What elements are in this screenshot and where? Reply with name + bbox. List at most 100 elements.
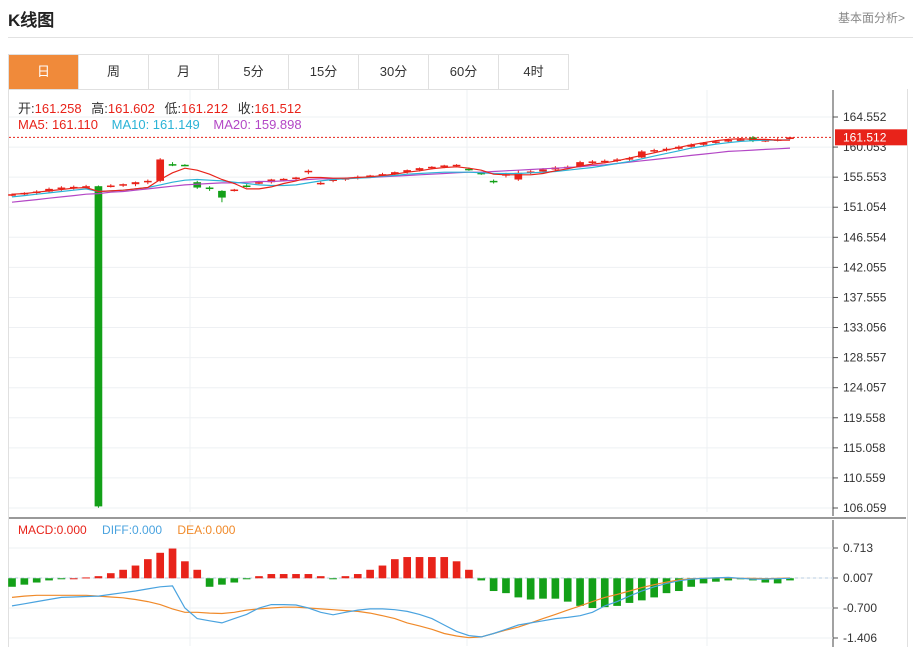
- tab-week[interactable]: 周: [79, 55, 149, 89]
- tab-30min[interactable]: 30分: [359, 55, 429, 89]
- macd-bar: [168, 548, 177, 579]
- macd-bar: [316, 576, 325, 579]
- header-divider: [8, 37, 913, 38]
- candle-body: [255, 182, 263, 184]
- macd-bar: [292, 574, 300, 579]
- macd-bar: [465, 569, 473, 579]
- candle-body: [600, 160, 609, 163]
- price-axis-label: 124.057: [843, 381, 887, 395]
- price-axis-label: 133.056: [843, 321, 887, 335]
- macd-bar: [563, 578, 572, 602]
- macd-bar: [600, 578, 609, 608]
- candle-body: [415, 168, 424, 171]
- macd-bar: [526, 578, 535, 600]
- macd-bar: [588, 578, 597, 609]
- period-tabs: 日 周 月 5分 15分 30分 60分 4时: [8, 54, 569, 90]
- candle-body: [242, 185, 251, 188]
- tab-4hour[interactable]: 4时: [499, 55, 569, 89]
- macd-bar: [242, 578, 251, 580]
- candle-body: [119, 184, 127, 186]
- macd-bar: [699, 578, 708, 584]
- macd-bar: [341, 576, 350, 579]
- macd-axis-label: -0.700: [843, 601, 877, 615]
- macd-bar: [415, 557, 424, 579]
- price-axis-label: 155.553: [843, 170, 887, 184]
- macd-bar: [144, 559, 152, 579]
- ma-legend: MA5: 161.110 MA10: 161.149 MA20: 159.898: [18, 117, 312, 132]
- macd-bar: [267, 574, 276, 579]
- macd-bar: [69, 578, 78, 580]
- macd-bar: [650, 578, 658, 598]
- candle-body: [230, 189, 239, 192]
- macd-bar: [687, 578, 696, 587]
- macd-bar: [489, 578, 498, 592]
- macd-bar: [45, 578, 53, 581]
- price-axis-label: 110.559: [843, 471, 886, 485]
- macd-bar: [403, 557, 412, 579]
- candle-body: [452, 164, 461, 167]
- macd-axis-label: -1.406: [843, 631, 877, 645]
- ma5-legend: MA5: 161.110: [18, 117, 98, 132]
- macd-bar: [156, 552, 165, 579]
- candle-body: [761, 140, 770, 142]
- candle-body: [267, 179, 276, 183]
- tab-15min[interactable]: 15分: [289, 55, 359, 89]
- candle-body: [465, 168, 473, 171]
- candle-body: [712, 141, 720, 143]
- tab-day[interactable]: 日: [9, 55, 79, 89]
- macd-bar: [255, 576, 263, 579]
- macd-bar: [675, 578, 683, 592]
- ma20-line: [11, 147, 791, 203]
- candle-body: [168, 164, 177, 166]
- candle-body: [57, 187, 66, 190]
- open-value: 161.258: [34, 101, 82, 116]
- candle-body: [514, 172, 523, 180]
- tab-5min[interactable]: 5分: [219, 55, 289, 89]
- candle-body: [428, 166, 436, 169]
- candle-body: [403, 170, 412, 173]
- price-axis-label: 142.055: [843, 260, 887, 274]
- close-value: 161.512: [254, 101, 302, 116]
- candle-body: [724, 140, 733, 142]
- macd-bar: [539, 578, 547, 599]
- macd-bar: [662, 578, 671, 594]
- macd-bar: [440, 557, 449, 579]
- macd-bar: [8, 578, 16, 587]
- candle-body: [8, 194, 16, 196]
- price-axis-label: 164.552: [843, 110, 887, 124]
- diff-line: [11, 576, 791, 638]
- current-price-label: 161.512: [843, 130, 887, 144]
- macd-bar: [193, 569, 202, 579]
- macd-bar: [378, 565, 387, 579]
- price-axis-label: 151.054: [843, 200, 887, 214]
- open-label: 开:: [18, 101, 35, 116]
- macd-bar: [32, 578, 41, 583]
- macd-bar: [786, 578, 794, 581]
- candle-body: [156, 159, 165, 181]
- high-label: 高:: [91, 101, 108, 116]
- dea-line: [11, 577, 791, 639]
- macd-bar: [57, 578, 66, 580]
- price-axis-label: 128.557: [843, 351, 887, 365]
- candle-body: [576, 162, 584, 167]
- macd-bar: [773, 578, 782, 584]
- macd-bar: [94, 576, 103, 579]
- candle-body: [588, 161, 597, 163]
- candle-body: [218, 190, 226, 198]
- current-price-tag: [835, 129, 907, 146]
- candle-body: [181, 164, 189, 167]
- macd-bar: [106, 573, 115, 579]
- macd-bar: [390, 559, 399, 579]
- fundamental-analysis-link[interactable]: 基本面分析>: [837, 11, 905, 25]
- candle-body: [489, 180, 498, 183]
- macd-bar: [514, 578, 523, 598]
- diff-legend-value: DIFF:0.000: [102, 523, 163, 537]
- candle-body: [205, 187, 214, 190]
- tab-month[interactable]: 月: [149, 55, 219, 89]
- macd-bar: [576, 578, 584, 606]
- candle-body: [94, 186, 103, 507]
- tab-60min[interactable]: 60分: [429, 55, 499, 89]
- candle-body: [304, 170, 313, 173]
- macd-bar: [131, 565, 140, 579]
